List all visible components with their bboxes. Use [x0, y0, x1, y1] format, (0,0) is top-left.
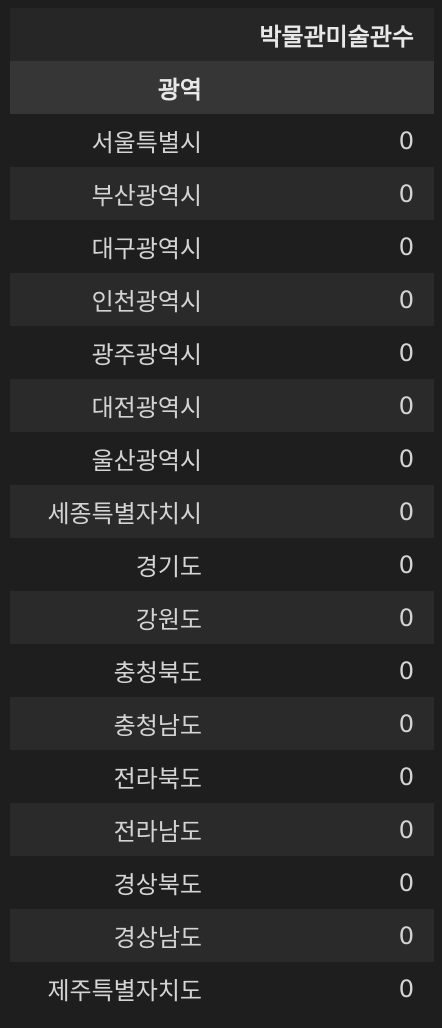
row-value-cell: 0: [222, 591, 434, 644]
table-row: 대구광역시 0: [10, 220, 434, 273]
row-value-cell: 0: [222, 273, 434, 326]
row-value-cell: 0: [222, 644, 434, 697]
row-value-cell: 0: [222, 220, 434, 273]
row-index-label: 서울특별시: [10, 114, 222, 167]
row-index-label: 세종특별자치시: [10, 485, 222, 538]
table-row: 울산광역시 0: [10, 432, 434, 485]
table-row: 경기도 0: [10, 538, 434, 591]
row-value-cell: 0: [222, 114, 434, 167]
table-row: 충청남도 0: [10, 697, 434, 750]
row-value-cell: 0: [222, 697, 434, 750]
table-row: 강원도 0: [10, 591, 434, 644]
row-value-cell: 0: [222, 379, 434, 432]
dataframe-output: 박물관미술관수 광역 서울특별시 0 부산광역시 0 대구광역시 0 인천광역시 0 광주광역시…: [10, 8, 434, 1015]
row-index-label: 대구광역시: [10, 220, 222, 273]
row-value-cell: 0: [222, 485, 434, 538]
table-row: 경상북도 0: [10, 856, 434, 909]
table-row: 전라남도 0: [10, 803, 434, 856]
row-value-cell: 0: [222, 962, 434, 1015]
row-index-label: 제주특별자치도: [10, 962, 222, 1015]
row-index-label: 전라북도: [10, 750, 222, 803]
column-header-museum-count: 박물관미술관수: [222, 8, 434, 61]
row-value-cell: 0: [222, 750, 434, 803]
table-header: 박물관미술관수 광역: [10, 8, 434, 114]
row-value-cell: 0: [222, 326, 434, 379]
row-index-label: 인천광역시: [10, 273, 222, 326]
column-header-row: 박물관미술관수: [10, 8, 434, 61]
row-index-label: 경상남도: [10, 909, 222, 962]
index-header-region: 광역: [10, 61, 222, 114]
table-row: 충청북도 0: [10, 644, 434, 697]
index-header-row: 광역: [10, 61, 434, 114]
row-index-label: 경상북도: [10, 856, 222, 909]
row-index-label: 경기도: [10, 538, 222, 591]
row-value-cell: 0: [222, 856, 434, 909]
table-body: 서울특별시 0 부산광역시 0 대구광역시 0 인천광역시 0 광주광역시 0 대전광역시 0 울산광역…: [10, 114, 434, 1015]
table-row: 인천광역시 0: [10, 273, 434, 326]
table-row: 전라북도 0: [10, 750, 434, 803]
table-row: 대전광역시 0: [10, 379, 434, 432]
row-index-label: 강원도: [10, 591, 222, 644]
table-row: 세종특별자치시 0: [10, 485, 434, 538]
table-row: 서울특별시 0: [10, 114, 434, 167]
row-value-cell: 0: [222, 167, 434, 220]
table-row: 경상남도 0: [10, 909, 434, 962]
table-row: 제주특별자치도 0: [10, 962, 434, 1015]
row-index-label: 대전광역시: [10, 379, 222, 432]
row-index-label: 충청남도: [10, 697, 222, 750]
row-index-label: 울산광역시: [10, 432, 222, 485]
row-index-label: 전라남도: [10, 803, 222, 856]
row-value-cell: 0: [222, 538, 434, 591]
column-header-blank: [10, 8, 222, 61]
row-index-label: 충청북도: [10, 644, 222, 697]
row-index-label: 광주광역시: [10, 326, 222, 379]
row-value-cell: 0: [222, 909, 434, 962]
dataframe-table: 박물관미술관수 광역 서울특별시 0 부산광역시 0 대구광역시 0 인천광역시 0 광주광역시…: [10, 8, 434, 1015]
table-row: 부산광역시 0: [10, 167, 434, 220]
row-index-label: 부산광역시: [10, 167, 222, 220]
table-row: 광주광역시 0: [10, 326, 434, 379]
index-header-blank: [222, 61, 434, 114]
row-value-cell: 0: [222, 803, 434, 856]
row-value-cell: 0: [222, 432, 434, 485]
